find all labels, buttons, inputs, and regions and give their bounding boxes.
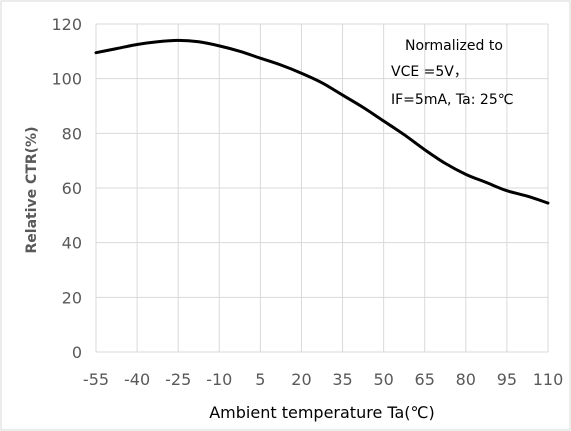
annotation-line-2: VCE =5V， — [391, 64, 468, 80]
x-tick-label: -25 — [165, 370, 191, 389]
series-layer — [94, 38, 550, 205]
x-axis-label: Ambient temperature Ta(℃) — [209, 403, 435, 422]
x-tick-label: -55 — [83, 370, 109, 389]
x-tick-label: -10 — [206, 370, 232, 389]
y-axis-label: Relative CTR(%) — [24, 127, 40, 254]
grid — [95, 23, 549, 353]
x-tick-label: 65 — [415, 370, 435, 389]
x-tick-label: 80 — [456, 370, 476, 389]
y-tick-labels: 0 20 40 60 80 100 120 — [51, 15, 82, 362]
x-tick-label: 50 — [373, 370, 393, 389]
x-tick-labels: -55 -40 -25 -10 5 20 35 50 65 80 95 110 — [83, 370, 563, 389]
x-tick-label: 20 — [291, 370, 311, 389]
annotation-line-1: Normalized to — [405, 38, 503, 54]
annotation-line-3: IF=5mA, Ta: 25℃ — [391, 92, 513, 108]
y-tick-label: 80 — [62, 124, 82, 143]
x-tick-label: 95 — [497, 370, 517, 389]
x-tick-label: 35 — [332, 370, 352, 389]
y-tick-label: 100 — [51, 70, 82, 89]
y-tick-label: 20 — [62, 288, 82, 307]
series-line-ctr — [94, 38, 550, 205]
x-tick-label: -40 — [124, 370, 150, 389]
y-tick-label: 60 — [62, 179, 82, 198]
y-tick-label: 0 — [72, 343, 82, 362]
y-tick-label: 40 — [62, 234, 82, 253]
x-tick-label: 110 — [533, 370, 564, 389]
y-tick-label: 120 — [51, 15, 82, 34]
x-tick-label: 5 — [255, 370, 265, 389]
